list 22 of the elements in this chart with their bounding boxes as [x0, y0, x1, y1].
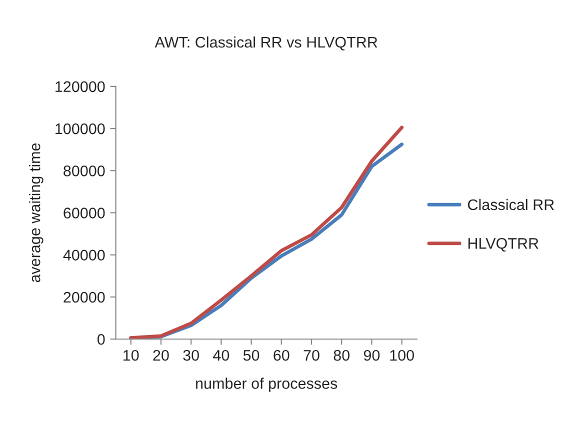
chart-title: AWT: Classical RR vs HLVQTRR [154, 36, 378, 50]
x-tick-label: 40 [213, 350, 230, 361]
x-tick-label: 90 [364, 350, 380, 361]
x-tick-label: 60 [274, 350, 290, 361]
y-tick-label: 100000 [56, 123, 105, 134]
y-tick-label: 60000 [64, 208, 105, 218]
legend-label: HLVQTRR [468, 238, 538, 252]
y-tick-label: 120000 [56, 81, 105, 92]
x-tick-label: 30 [183, 350, 199, 361]
y-tick-label: 80000 [64, 166, 105, 176]
y-tick-label: 40000 [63, 250, 105, 261]
y-axis-title: average waiting time [29, 143, 44, 282]
x-tick-label: 50 [243, 350, 260, 361]
x-tick-label: 100 [390, 350, 414, 361]
x-tick-label: 10 [124, 350, 139, 361]
x-axis-title: number of processes [196, 378, 338, 392]
x-tick-label: 80 [334, 350, 350, 361]
y-tick-label: 20000 [64, 292, 105, 303]
x-tick-label: 20 [153, 350, 169, 361]
legend-label: Classical RR [468, 198, 554, 210]
y-tick-label: 0 [97, 334, 105, 345]
x-tick-label: 70 [304, 350, 320, 361]
